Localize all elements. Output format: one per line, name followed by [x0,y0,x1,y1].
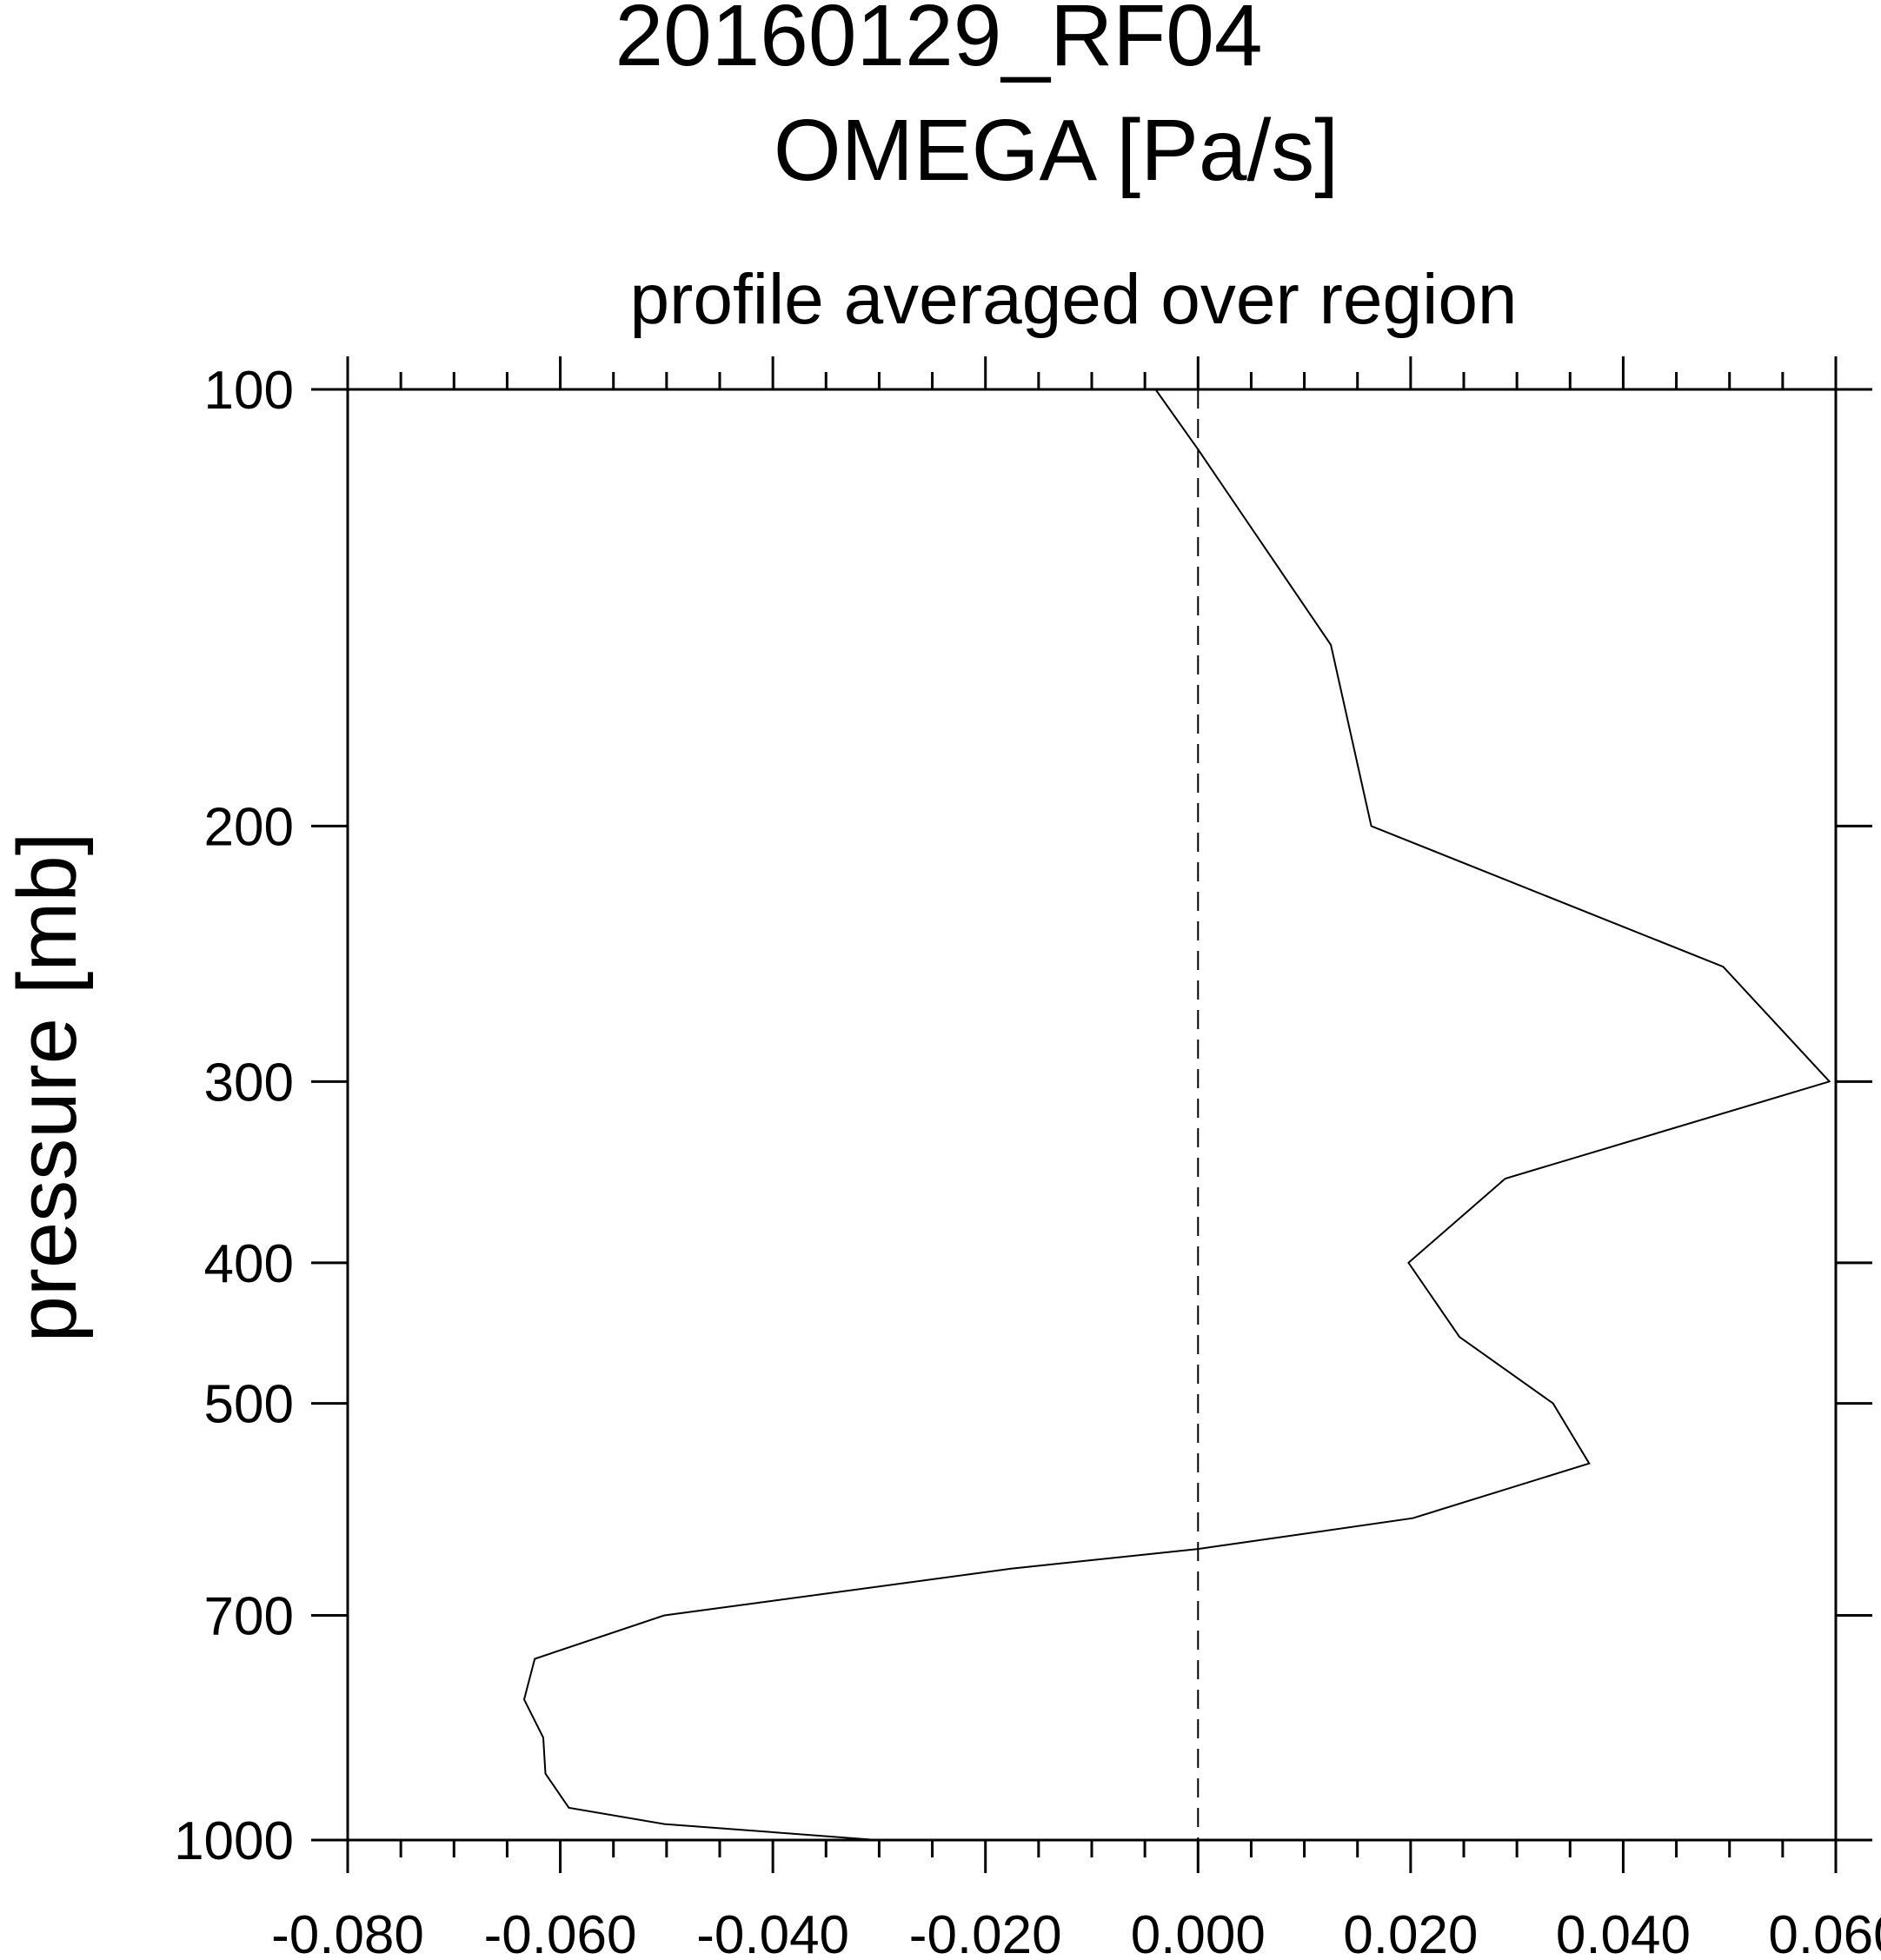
plot-title: profile averaged over region [629,260,1517,339]
x-tick-label: -0.060 [484,1905,637,1956]
y-tick-label: 100 [204,361,294,421]
plot-frame [346,388,1838,1842]
x-tick-label: 0.060 [1768,1905,1881,1956]
chart-title: 20160129_RF04 [615,0,1262,84]
chart-subtitle: OMEGA [Pa/s] [774,102,1339,199]
x-tick-label: -0.020 [909,1905,1062,1956]
omega-profile-line [522,389,1831,1841]
y-tick-label: 1000 [174,1811,294,1871]
y-tick-label: 200 [204,797,294,857]
x-tick-label: -0.080 [271,1905,424,1956]
plot-area: -0.080 -0.060 -0.040 -0.020 0.000 0.020 0.040 0… [174,356,1881,1960]
y-tick-label: 700 [204,1586,294,1646]
y-axis-label: pressure [mb] [1,833,94,1343]
y-tick-label: 400 [204,1234,294,1294]
x-tick-label: -0.040 [696,1905,849,1956]
y-tick-label: 500 [204,1375,294,1435]
y-tick-label: 300 [204,1053,294,1113]
x-tick-label: 0.040 [1556,1905,1691,1956]
x-tick-label: 0.000 [1131,1905,1266,1956]
x-tick-label: 0.020 [1343,1905,1478,1956]
